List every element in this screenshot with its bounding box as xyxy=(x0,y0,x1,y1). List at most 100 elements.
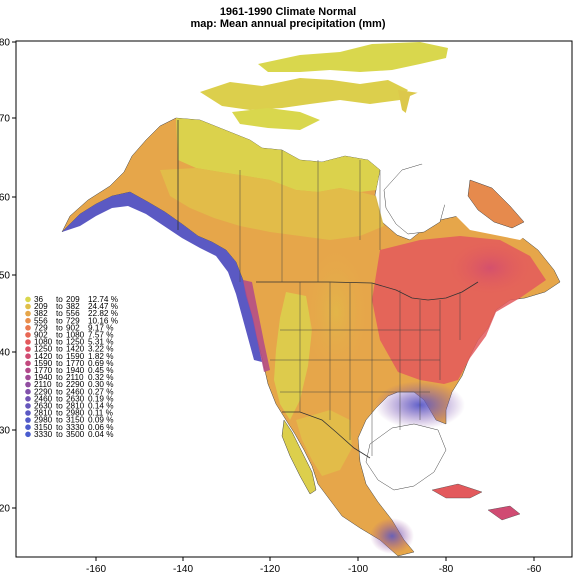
legend-to-word: to xyxy=(56,331,63,340)
legend-to-word: to xyxy=(56,430,63,439)
legend-from: 1080 xyxy=(34,338,53,347)
legend-swatch xyxy=(25,431,31,438)
legend-percent: 0.45 % xyxy=(88,366,114,375)
legend-to: 1940 xyxy=(66,366,85,375)
baja-california xyxy=(281,419,317,495)
northern-mexico-dry xyxy=(296,410,352,476)
legend-to: 2980 xyxy=(66,409,85,418)
legend-swatch xyxy=(25,339,31,345)
legend-to: 3500 xyxy=(66,430,85,439)
legend-to: 1080 xyxy=(66,331,85,340)
y-tick-label: 20 xyxy=(0,504,10,515)
legend-swatch xyxy=(25,296,31,303)
legend-item: 1940 to 2110 0.32 % xyxy=(25,373,114,382)
legend-item: 729 to 902 9.17 % xyxy=(25,323,114,332)
legend-to-word: to xyxy=(56,423,63,432)
legend-to: 2290 xyxy=(66,380,85,389)
legend-to-word: to xyxy=(56,409,63,418)
hispaniola xyxy=(487,505,521,521)
legend-item: 2810 to 2980 0.11 % xyxy=(25,409,113,418)
legend-item: 2980 to 3150 0.09 % xyxy=(25,416,114,425)
legend-to-word: to xyxy=(56,302,63,311)
legend-item: 1590 to 1770 0.69 % xyxy=(25,359,114,368)
legend-to-word: to xyxy=(56,366,63,375)
legend-to: 2110 xyxy=(66,373,84,382)
legend-percent: 0.04 % xyxy=(88,430,114,439)
legend-to: 556 xyxy=(66,309,80,318)
legend-percent: 24.47 % xyxy=(88,302,118,311)
legend-from: 1770 xyxy=(34,366,53,375)
labrador-east-coast xyxy=(467,179,525,229)
cascade-transition xyxy=(243,280,270,372)
legend-percent: 0.27 % xyxy=(88,387,114,396)
legend-from: 382 xyxy=(34,309,48,318)
legend-swatch xyxy=(25,346,31,352)
map-land-layer xyxy=(61,42,572,557)
legend-to: 1590 xyxy=(66,352,85,361)
victoria-island xyxy=(232,108,320,130)
legend-to-word: to xyxy=(56,373,63,382)
legend-item: 36 to 209 12.74 % xyxy=(25,295,118,304)
legend-swatch xyxy=(25,417,31,423)
x-axis-ticks: -160 -140 -120 -100 -80 -60 xyxy=(86,557,542,575)
legend-percent: 0.69 % xyxy=(88,359,114,368)
legend-from: 2810 xyxy=(34,409,53,418)
legend-item: 209 to 382 24.47 % xyxy=(25,302,118,311)
legend-item: 902 to 1080 7.57 % xyxy=(25,331,114,340)
legend-swatch xyxy=(25,388,31,395)
legend-to-word: to xyxy=(56,402,63,411)
legend-to: 2810 xyxy=(66,402,85,411)
legend-to: 3330 xyxy=(66,423,85,432)
legend-item: 3330 to 3500 0.04 % xyxy=(25,430,114,439)
legend-from: 3150 xyxy=(34,423,53,432)
legend-item: 3150 to 3330 0.06 % xyxy=(25,423,114,432)
legend-from: 1420 xyxy=(34,352,53,361)
legend-percent: 22.82 % xyxy=(88,309,118,318)
legend-item: 1250 to 1420 3.22 % xyxy=(25,345,114,354)
legend-swatch xyxy=(25,310,31,317)
legend-to-word: to xyxy=(56,387,63,396)
legend-to: 2460 xyxy=(66,387,85,396)
legend-percent: 12.74 % xyxy=(88,295,118,304)
legend-to: 3150 xyxy=(66,416,85,425)
legend-percent: 0.11 % xyxy=(88,409,113,418)
legend-swatch xyxy=(25,303,31,310)
arctic-islands-north xyxy=(258,42,448,72)
legend-to-word: to xyxy=(56,352,63,361)
legend-item: 2290 to 2460 0.27 % xyxy=(25,387,114,396)
us-canada-border xyxy=(256,281,479,301)
map-subtitle: map: Mean annual precipitation (mm) xyxy=(190,18,386,30)
state-borders xyxy=(270,282,461,456)
legend-swatch xyxy=(25,410,31,416)
hudson-bay xyxy=(383,163,447,235)
legend-swatch xyxy=(25,381,31,388)
legend-swatch xyxy=(25,353,31,360)
legend-percent: 10.16 % xyxy=(88,316,118,325)
legend-to-word: to xyxy=(56,295,63,304)
legend-swatch xyxy=(25,396,31,402)
legend-from: 2980 xyxy=(34,416,53,425)
legend-swatch xyxy=(25,424,31,431)
northeast-wet-zone xyxy=(450,242,530,294)
great-basin-dry xyxy=(274,292,312,420)
legend-item: 2460 to 2630 0.19 % xyxy=(25,394,114,403)
legend-from: 1250 xyxy=(34,345,53,354)
legend-from: 209 xyxy=(34,302,48,311)
y-tick-label: 50 xyxy=(0,271,10,282)
legend-item: 556 to 729 10.16 % xyxy=(25,316,118,325)
x-tick-label: -160 xyxy=(86,564,106,575)
legend-to-word: to xyxy=(56,394,63,403)
map-title: 1961-1990 Climate Normal xyxy=(219,6,357,18)
legend-item: 1770 to 1940 0.45 % xyxy=(25,366,114,375)
x-tick-label: -60 xyxy=(527,564,542,575)
legend-percent: 9.17 % xyxy=(88,323,114,332)
legend-percent: 1.82 % xyxy=(88,352,114,361)
y-tick-label: 40 xyxy=(0,348,10,359)
legend-to: 382 xyxy=(66,302,80,311)
legend-item: 2110 to 2290 0.30 % xyxy=(25,380,114,389)
legend-percent: 5.31 % xyxy=(88,338,114,347)
legend-swatch xyxy=(25,332,31,338)
legend-to-word: to xyxy=(56,316,63,325)
legend-item: 1420 to 1590 1.82 % xyxy=(25,352,114,361)
legend-from: 2630 xyxy=(34,402,53,411)
